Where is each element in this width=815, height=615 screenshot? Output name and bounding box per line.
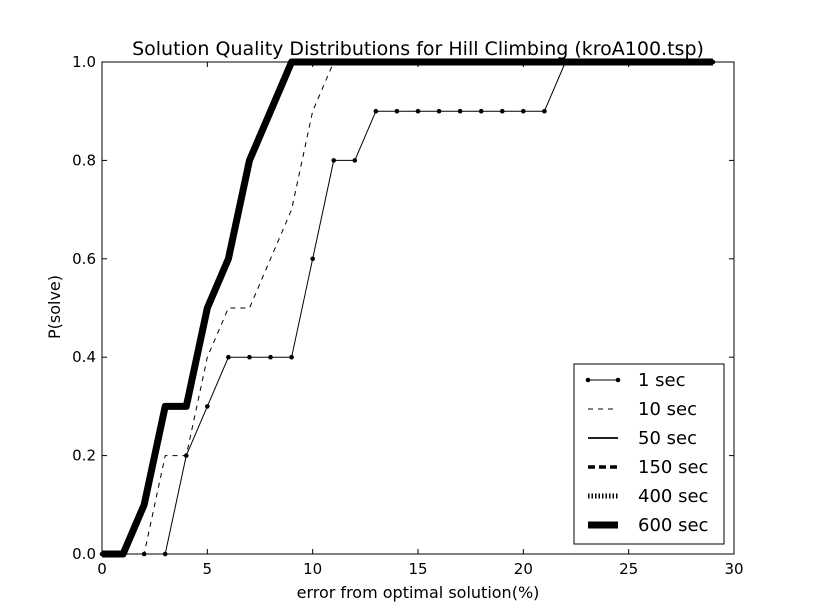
series-line-50-sec xyxy=(102,61,713,555)
y-tick-label: 0.2 xyxy=(72,447,96,465)
x-tick-label: 0 xyxy=(97,560,107,578)
data-point xyxy=(478,108,484,114)
data-point xyxy=(331,158,337,163)
series-line-10-sec xyxy=(102,61,713,555)
y-tick-label: 0.4 xyxy=(72,348,96,366)
y-tick-label: 0.8 xyxy=(72,151,96,169)
data-point xyxy=(247,354,252,360)
x-tick-label: 25 xyxy=(619,560,638,578)
x-tick-label: 10 xyxy=(303,560,322,578)
data-point xyxy=(183,453,189,458)
data-point xyxy=(436,108,442,114)
data-point xyxy=(521,108,526,114)
data-point xyxy=(289,354,294,360)
legend-label: 600 sec xyxy=(638,515,708,536)
data-point xyxy=(310,256,315,262)
data-point xyxy=(415,108,421,114)
y-tick-label: 1.0 xyxy=(72,53,96,71)
data-point xyxy=(226,354,231,360)
x-axis-label: error from optimal solution(%) xyxy=(297,583,540,602)
plot-frame xyxy=(101,61,735,555)
data-point xyxy=(205,404,210,409)
data-point xyxy=(394,108,400,114)
legend-label: 400 sec xyxy=(638,486,708,507)
legend-box xyxy=(573,363,725,545)
legend-label: 150 sec xyxy=(638,457,708,478)
legend-label: 10 sec xyxy=(638,399,697,420)
data-point xyxy=(352,158,358,163)
legend-marker xyxy=(585,377,591,383)
x-tick-label: 30 xyxy=(724,560,743,578)
legend-marker xyxy=(615,377,621,383)
y-tick-label: 0.6 xyxy=(72,250,96,268)
data-point xyxy=(373,108,379,114)
legend-label: 50 sec xyxy=(638,428,697,449)
chart-title: Solution Quality Distributions for Hill … xyxy=(132,38,704,60)
data-point xyxy=(499,108,505,114)
y-axis-label: P(solve) xyxy=(45,275,64,339)
y-tick-label: 0.0 xyxy=(72,545,96,563)
x-tick-label: 20 xyxy=(514,560,533,578)
data-point xyxy=(268,354,273,360)
data-point xyxy=(457,108,463,114)
ticks-layer: 0 5 10 15 20 25 30 0.0 0.2 0.4 0.6 0.8 1.0 xyxy=(72,53,743,578)
x-tick-label: 5 xyxy=(203,560,213,578)
legend-label: 1 sec xyxy=(638,370,686,391)
legend: 1 sec 10 sec 50 sec 150 sec 400 sec 600 sec xyxy=(573,363,725,545)
data-point xyxy=(542,108,547,114)
x-tick-label: 15 xyxy=(408,560,427,578)
